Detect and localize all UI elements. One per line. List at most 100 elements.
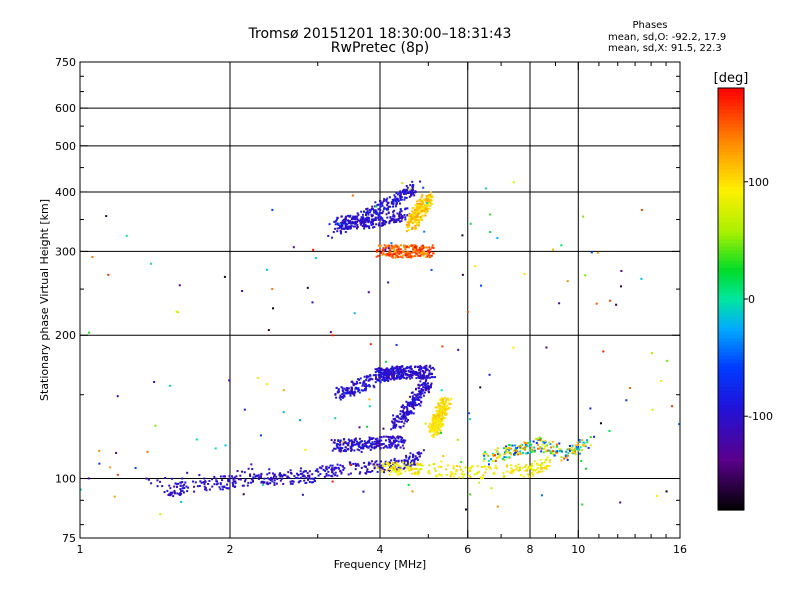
data-point xyxy=(396,249,399,252)
data-point xyxy=(340,472,343,475)
colorbar-segment xyxy=(718,249,744,254)
data-point xyxy=(325,474,328,477)
data-point xyxy=(271,472,274,475)
data-point xyxy=(424,382,427,385)
data-point xyxy=(387,208,390,211)
data-point xyxy=(378,380,381,383)
data-point xyxy=(250,481,253,484)
data-point xyxy=(398,470,401,473)
data-point xyxy=(487,459,490,462)
data-point xyxy=(362,490,365,493)
data-point xyxy=(166,489,169,492)
data-point xyxy=(568,449,571,452)
data-point xyxy=(370,220,373,223)
data-point xyxy=(510,464,513,467)
data-point xyxy=(411,215,414,218)
data-point xyxy=(440,419,443,422)
data-point xyxy=(395,445,398,448)
data-point xyxy=(446,408,449,411)
data-point xyxy=(417,451,420,454)
data-point xyxy=(345,442,348,445)
data-point xyxy=(532,474,535,477)
data-point xyxy=(422,253,425,256)
data-point xyxy=(392,414,395,417)
data-point xyxy=(332,472,335,475)
data-point xyxy=(413,227,416,230)
data-point xyxy=(536,443,539,446)
data-point xyxy=(376,470,379,473)
data-point xyxy=(361,384,364,387)
colorbar-segment xyxy=(718,443,744,448)
data-point xyxy=(422,250,425,253)
data-point xyxy=(678,423,681,426)
data-point xyxy=(353,382,356,385)
data-point xyxy=(413,393,416,396)
data-point xyxy=(393,417,396,420)
data-point xyxy=(257,474,260,477)
data-point xyxy=(558,442,561,445)
data-point xyxy=(232,478,235,481)
data-point xyxy=(507,451,510,454)
data-point xyxy=(414,366,417,369)
data-point xyxy=(393,378,396,381)
data-point xyxy=(186,471,189,474)
data-point xyxy=(445,401,448,404)
data-point xyxy=(397,464,400,467)
data-point xyxy=(391,217,394,220)
data-point xyxy=(420,374,423,377)
data-point xyxy=(426,196,429,199)
data-point xyxy=(479,284,482,287)
data-point xyxy=(349,447,352,450)
data-point xyxy=(510,447,513,450)
data-point xyxy=(395,447,398,450)
data-point xyxy=(427,204,430,207)
grid-lines xyxy=(80,62,680,538)
data-point xyxy=(529,451,532,454)
data-point xyxy=(325,472,328,475)
data-point xyxy=(403,369,406,372)
data-point xyxy=(392,202,395,205)
data-point xyxy=(349,463,352,466)
data-point xyxy=(163,491,166,494)
data-point xyxy=(437,411,440,414)
data-point xyxy=(429,205,432,208)
data-point xyxy=(410,213,413,216)
data-point xyxy=(422,201,425,204)
data-point xyxy=(399,198,402,201)
data-point xyxy=(496,505,499,508)
data-point xyxy=(353,441,356,444)
colorbar-segment xyxy=(718,263,744,268)
data-point xyxy=(279,473,282,476)
data-point xyxy=(180,500,183,503)
data-point xyxy=(379,216,382,219)
data-point xyxy=(339,450,342,453)
data-point xyxy=(549,452,552,455)
data-point xyxy=(512,181,515,184)
data-point xyxy=(332,231,335,234)
data-point xyxy=(436,426,439,429)
colorbar-segment xyxy=(718,334,744,339)
data-point xyxy=(573,448,576,451)
data-point xyxy=(419,375,422,378)
data-point xyxy=(401,369,404,372)
data-point xyxy=(415,377,418,380)
data-point xyxy=(546,449,549,452)
data-point xyxy=(522,447,525,450)
data-point xyxy=(339,232,342,235)
data-point xyxy=(555,451,558,454)
data-point xyxy=(402,425,405,428)
data-point xyxy=(378,213,381,216)
data-point xyxy=(395,343,398,346)
data-point xyxy=(440,424,443,427)
data-point xyxy=(418,390,421,393)
data-point xyxy=(329,331,332,334)
data-point xyxy=(416,394,419,397)
data-point xyxy=(452,475,455,478)
data-point xyxy=(378,248,381,251)
data-point xyxy=(415,250,418,253)
data-point xyxy=(405,184,408,187)
data-point xyxy=(416,254,419,257)
data-point xyxy=(282,411,285,414)
colorbar-segment xyxy=(718,175,744,181)
data-point xyxy=(428,386,431,389)
